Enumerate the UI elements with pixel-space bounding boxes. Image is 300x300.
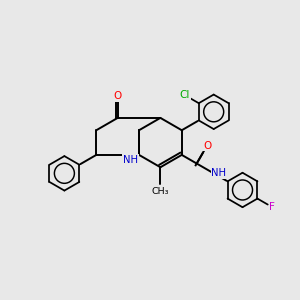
Text: Cl: Cl [179, 90, 190, 100]
Text: F: F [269, 202, 275, 212]
Text: O: O [113, 91, 122, 101]
Text: NH: NH [123, 155, 138, 165]
Text: CH₃: CH₃ [152, 188, 169, 196]
Text: NH: NH [211, 168, 226, 178]
Text: O: O [203, 140, 211, 151]
